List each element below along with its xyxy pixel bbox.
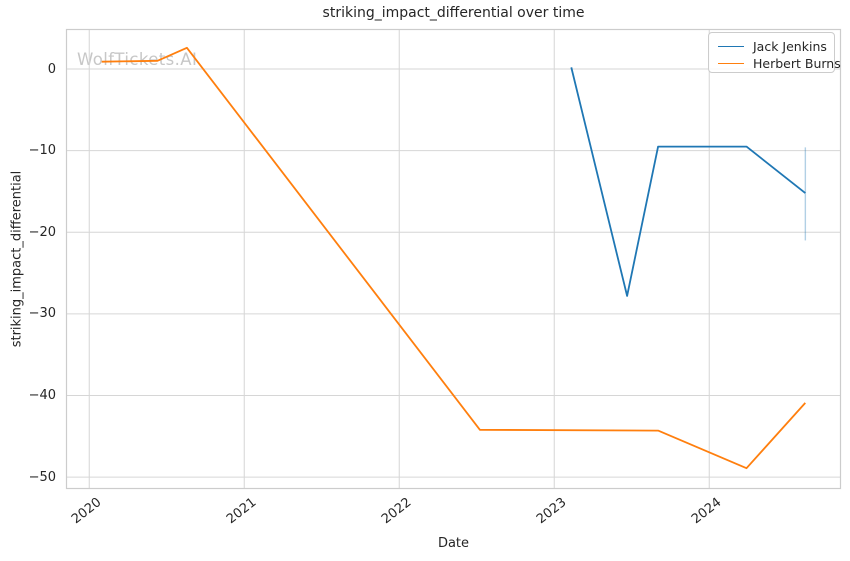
- y-tick-label--40: −40: [28, 388, 56, 404]
- series-line-herbert-burns: [101, 46, 806, 470]
- axes-spines: [65, 28, 842, 490]
- legend-label: Herbert Burns: [753, 55, 841, 71]
- legend-item-herbert-burns: Herbert Burns: [718, 55, 841, 71]
- series-line-jack-jenkins: [570, 67, 806, 297]
- legend-line-swatch-herbert-burns: [718, 62, 744, 64]
- legend-label: Jack Jenkins: [753, 38, 827, 54]
- chart-title: striking_impact_differential over time: [322, 5, 585, 21]
- y-tick-label-0: 0: [47, 61, 56, 77]
- y-tick-label--30: −30: [28, 306, 56, 322]
- y-tick-label--20: −20: [28, 224, 56, 240]
- legend-line-swatch-jack-jenkins: [718, 45, 744, 47]
- y-tick-label--50: −50: [28, 469, 56, 485]
- legend: Jack Jenkins Herbert Burns: [708, 32, 841, 73]
- y-axis-label: striking_impact_differential: [9, 170, 25, 348]
- watermark: WolfTickets.AI: [77, 50, 198, 69]
- y-tick-label--10: −10: [28, 143, 56, 159]
- legend-item-jack-jenkins: Jack Jenkins: [718, 38, 830, 54]
- x-axis-label: Date: [437, 536, 470, 551]
